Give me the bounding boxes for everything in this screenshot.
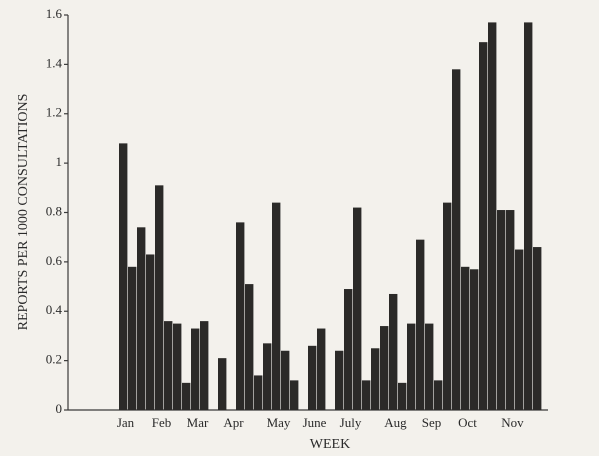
x-axis-title: WEEK [310, 437, 350, 452]
bar [362, 380, 371, 410]
y-tick-label: 1.6 [46, 6, 63, 21]
x-tick-label: Oct [458, 415, 477, 430]
x-tick-label: Apr [223, 415, 244, 430]
bar [155, 185, 164, 410]
y-tick-label: 1.4 [46, 55, 63, 70]
y-tick-label: 0.8 [46, 203, 62, 218]
bar [146, 254, 155, 410]
bar [407, 323, 416, 410]
y-tick-label: 1.2 [46, 105, 62, 120]
bar [173, 323, 182, 410]
bar [308, 345, 317, 410]
bar [272, 202, 281, 410]
bar [182, 382, 191, 410]
bar [470, 269, 479, 410]
bar [416, 239, 425, 410]
bar [344, 289, 353, 410]
bar [452, 69, 461, 410]
x-tick-label: May [267, 415, 291, 430]
x-tick-label: Mar [187, 415, 209, 430]
x-tick-label: Nov [501, 415, 524, 430]
bar [254, 375, 263, 410]
y-tick-label: 0.4 [46, 302, 63, 317]
bar [398, 382, 407, 410]
y-tick-label: 0 [56, 401, 63, 416]
bar [164, 321, 173, 410]
bar [461, 266, 470, 410]
y-axis-title: REPORTS PER 1000 CONSULTATIONS [16, 94, 31, 331]
bar [119, 143, 128, 410]
bar [515, 249, 524, 410]
x-tick-label: Sep [422, 415, 442, 430]
bar [317, 328, 326, 410]
bar [425, 323, 434, 410]
x-tick-label: July [340, 415, 362, 430]
y-tick-label: 1 [56, 154, 63, 169]
bar [353, 207, 362, 410]
bar [371, 348, 380, 410]
bar [128, 266, 137, 410]
bar [533, 247, 542, 410]
bar [335, 350, 344, 410]
bar [506, 210, 515, 410]
x-tick-label: Jan [117, 415, 135, 430]
bar [389, 293, 398, 410]
bar [380, 326, 389, 410]
bar [245, 284, 254, 410]
y-tick-label: 0.6 [46, 253, 63, 268]
bar [290, 380, 299, 410]
bar [497, 210, 506, 410]
bar [137, 227, 146, 410]
x-tick-label: June [303, 415, 327, 430]
x-tick-label: Aug [384, 415, 407, 430]
bar [479, 42, 488, 410]
y-tick-label: 0.2 [46, 352, 62, 367]
bar [434, 380, 443, 410]
bar [488, 22, 497, 410]
bar [443, 202, 452, 410]
bar [218, 358, 227, 410]
bar [236, 222, 245, 410]
x-tick-label: Feb [152, 415, 172, 430]
bar [263, 343, 272, 410]
bar [200, 321, 209, 410]
bar [524, 22, 533, 410]
bar [281, 350, 290, 410]
bar [191, 328, 200, 410]
